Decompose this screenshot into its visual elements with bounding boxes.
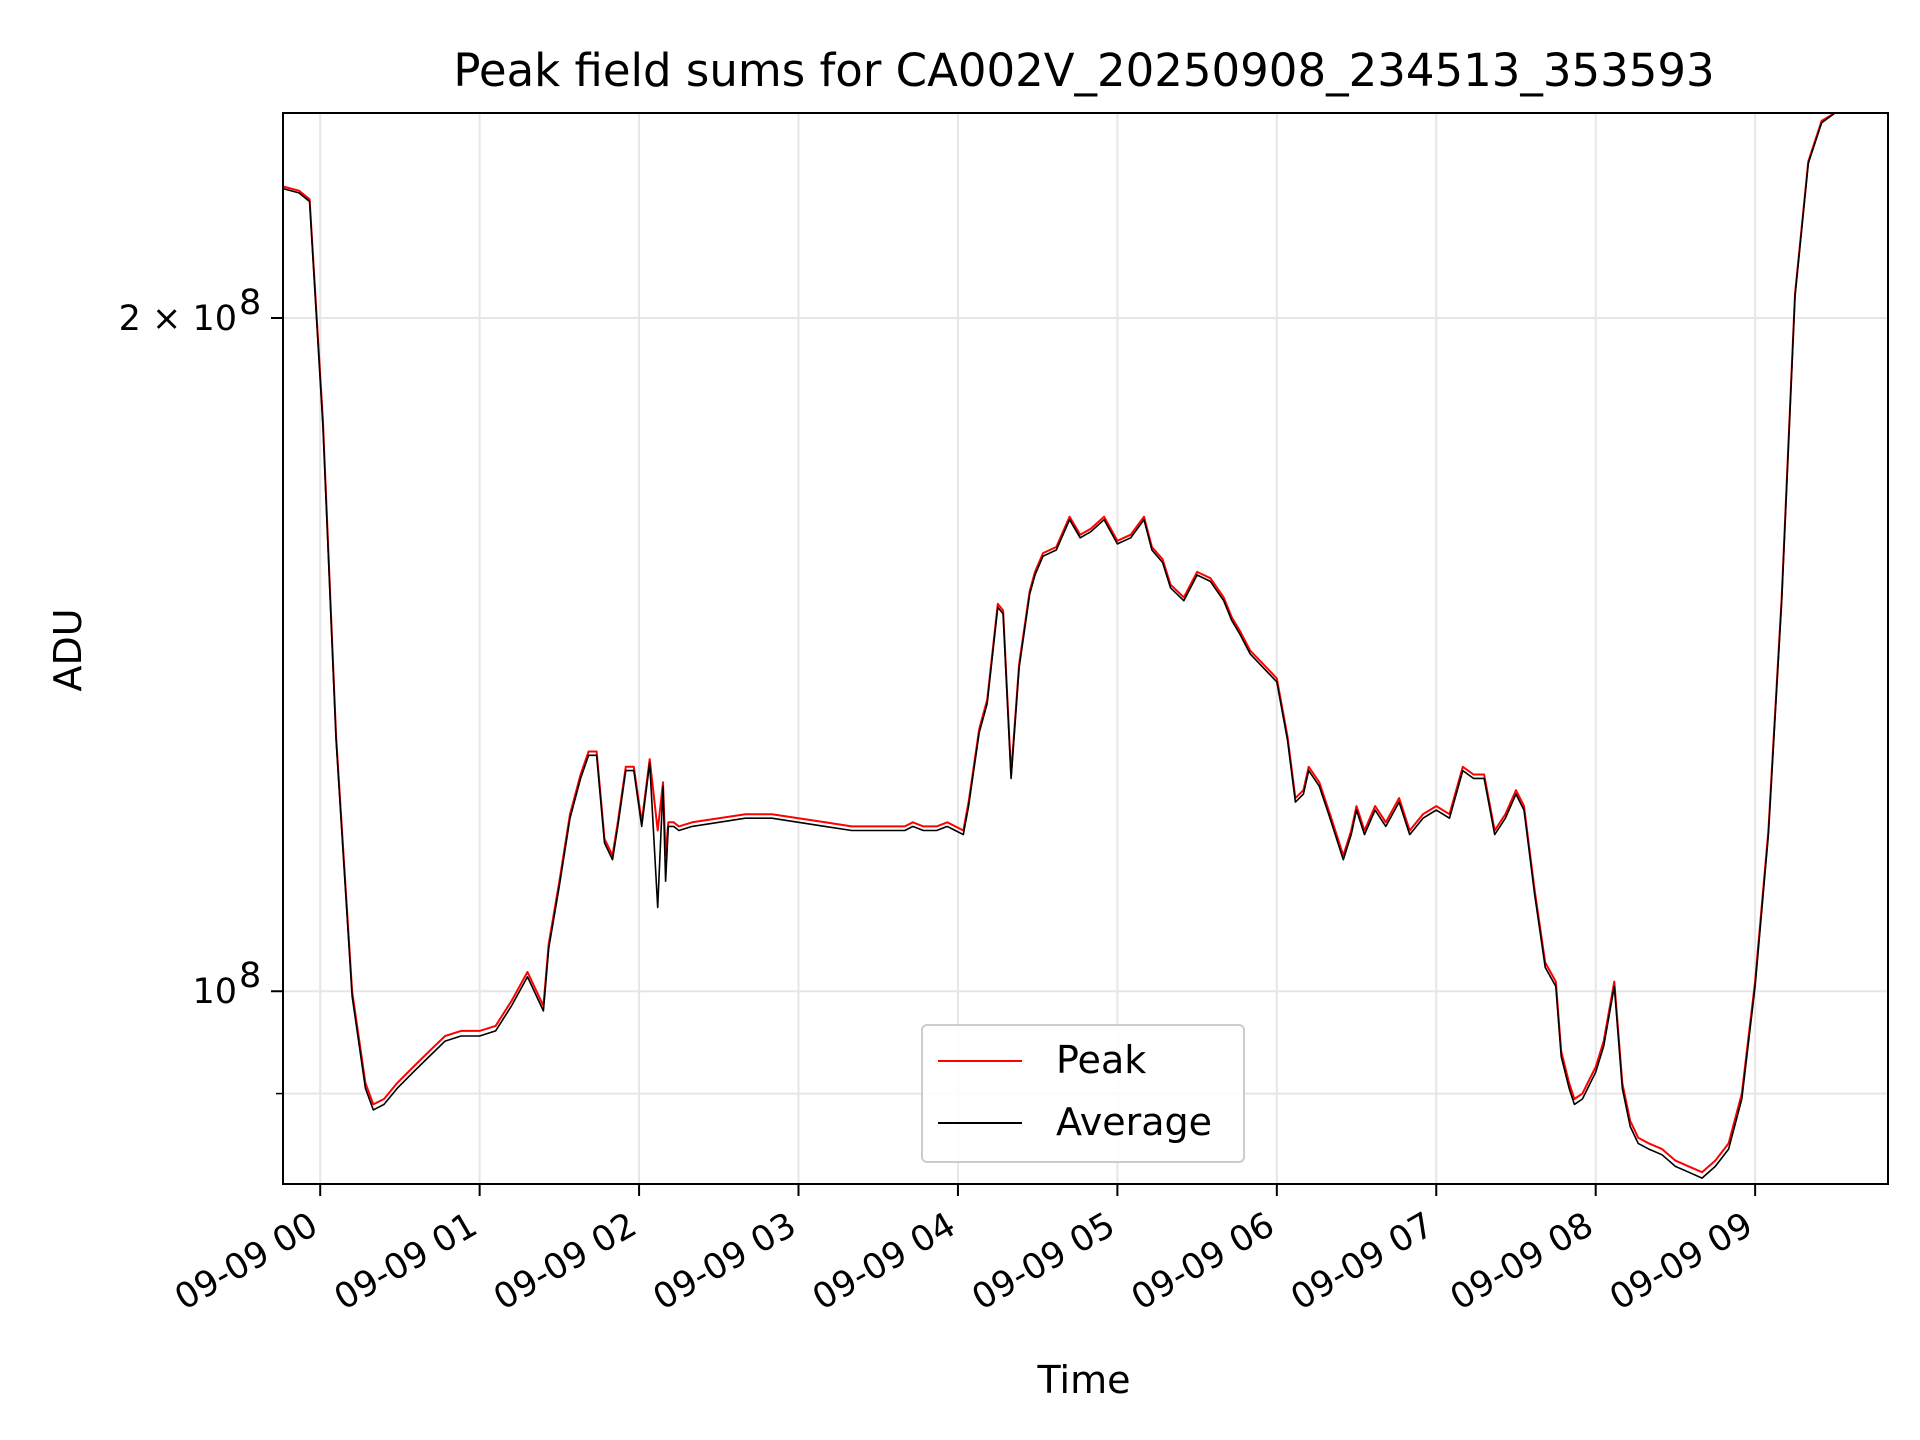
legend-box — [921, 1024, 1245, 1163]
x-axis-label: Time — [1037, 1358, 1131, 1402]
series-line-peak — [282, 112, 1836, 1174]
legend: Peak Average — [921, 1024, 1245, 1163]
legend-label-peak: Peak — [1056, 1038, 1146, 1082]
y-tick-label: 2 × 10 — [119, 299, 237, 339]
plot-frame — [282, 112, 1889, 1185]
y-tick-exponent: 8 — [239, 283, 261, 323]
y-tick-exponent: 8 — [239, 956, 261, 996]
grid-layer — [283, 113, 1888, 1184]
y-tick-label: 10 — [192, 972, 237, 1012]
legend-label-average: Average — [1056, 1100, 1212, 1144]
series-layer — [282, 112, 1836, 1179]
series-line-average — [282, 112, 1836, 1179]
y-axis-label: ADU — [46, 608, 90, 691]
chart-title: Peak field sums for CA002V_20250908_2345… — [453, 44, 1714, 97]
